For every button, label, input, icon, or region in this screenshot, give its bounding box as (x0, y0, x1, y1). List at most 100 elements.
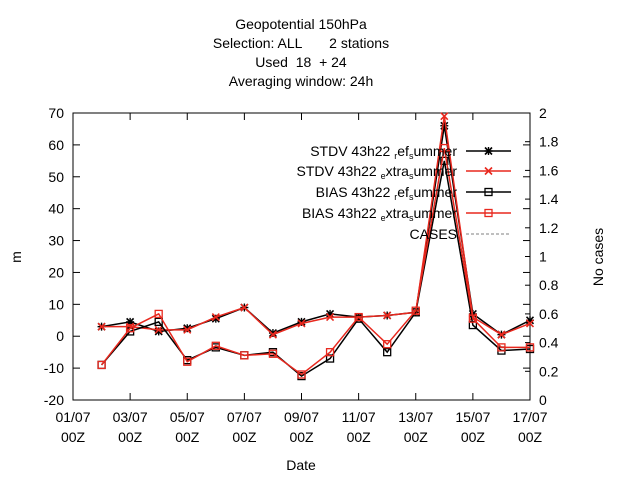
legend-label-part: ummer (413, 163, 457, 179)
y-axis: -20 -10 0 10 20 30 40 50 60 70 (44, 105, 530, 408)
x-tick-label: 13/07 (398, 409, 433, 425)
x-tick-label-time: 00Z (175, 429, 200, 445)
data-point (183, 325, 192, 334)
legend-label-part: xtra (386, 205, 410, 221)
point-marker (211, 341, 220, 350)
data-point (211, 313, 220, 322)
point-marker (154, 317, 163, 327)
data-point (154, 317, 163, 327)
data-point (484, 166, 493, 176)
point-marker (468, 314, 478, 323)
x-axis-label: Date (286, 457, 316, 473)
y-tick-label: 60 (48, 137, 64, 153)
data-point (468, 314, 478, 323)
legend-label-part: r (394, 151, 397, 161)
y-tick-label: 0 (56, 328, 64, 344)
point-marker (525, 319, 535, 328)
legend-label-cases: CASES (410, 226, 457, 242)
x-tick-label-time: 00Z (518, 429, 543, 445)
point-marker (268, 349, 278, 358)
point-marker (383, 340, 392, 349)
data-point (240, 303, 249, 312)
x-tick-label-time: 00Z (61, 429, 86, 445)
data-point (154, 309, 163, 319)
x-tick-label: 09/07 (284, 409, 319, 425)
point-marker (440, 112, 449, 121)
point-marker (525, 343, 535, 352)
x-tick-label: 15/07 (455, 409, 490, 425)
data-point (440, 143, 449, 153)
series-line (100, 147, 530, 376)
data-point (383, 340, 392, 349)
point-marker (240, 351, 249, 360)
legend-label-main: BIAS 43h22 (316, 184, 395, 200)
data-point (97, 322, 106, 331)
y2-tick-label: 0.6 (539, 306, 559, 322)
legend-label: STDV 43h22 refsummer (310, 143, 457, 161)
data-point (383, 311, 392, 320)
x-tick-label: 17/07 (512, 409, 547, 425)
series-line (101, 116, 531, 336)
title-line: Geopotential 150hPa (235, 16, 367, 32)
data-point (97, 360, 106, 370)
data-point (183, 357, 192, 366)
point-marker (484, 166, 493, 176)
y-tick-label: -10 (44, 360, 64, 376)
point-marker (411, 306, 420, 315)
legend-label-part: ummer (413, 184, 457, 200)
data-point (154, 325, 163, 334)
x-tick-label-time: 00Z (404, 429, 429, 445)
x-tick-label-time: 00Z (118, 429, 143, 445)
point-marker (383, 348, 392, 357)
y-tick-label: 40 (48, 201, 64, 217)
legend-label: BIAS 43h22 refsummer (316, 184, 458, 202)
y2-tick-label: 0.2 (539, 363, 559, 379)
legend-label-main: STDV 43h22 (297, 163, 381, 179)
y-tick-label: 70 (48, 105, 64, 121)
data-point (297, 370, 306, 379)
y2-tick-label: 0.8 (539, 277, 559, 293)
legend-entry: BIAS 43h22 extrasummer (302, 205, 511, 223)
legend-label-part: r (394, 192, 397, 202)
point-marker (484, 187, 493, 197)
x-tick-label-time: 00Z (232, 429, 257, 445)
data-point (211, 341, 220, 350)
point-marker (97, 360, 106, 370)
x-tick-label: 07/07 (227, 409, 262, 425)
y2-tick-label: 0.4 (539, 335, 559, 351)
legend-label-part: s (409, 171, 414, 181)
legend-entry: STDV 43h22 extrasummer (297, 163, 511, 181)
y2-tick-label: 1 (539, 249, 547, 265)
x-tick-label: 11/07 (342, 409, 376, 425)
data-point (440, 121, 449, 130)
x-axis: 01/07 00Z 03/07 00Z 05/07 00Z 07/07 00Z 09/07 00Z… (55, 113, 548, 445)
data-point (497, 343, 506, 352)
x-tick-label: 01/07 (55, 409, 90, 425)
data-point (440, 156, 449, 165)
legend-label-part: ummer (413, 143, 457, 159)
point-marker (297, 319, 306, 328)
point-marker (154, 325, 163, 334)
title-line: Averaging window: 24h (229, 73, 374, 89)
point-marker (268, 330, 278, 339)
point-marker (97, 322, 106, 331)
data-point (125, 324, 135, 333)
legend-label: STDV 43h22 extrasummer (297, 163, 458, 181)
data-point (268, 330, 278, 339)
title-line: Selection: ALL 2 stations (213, 35, 389, 51)
data-point (525, 319, 535, 328)
legend-label-part: e (381, 213, 386, 223)
data-point (484, 146, 493, 156)
legend-label-part: e (381, 171, 386, 181)
data-point (354, 312, 363, 322)
series-3 (97, 143, 535, 379)
data-point (525, 343, 535, 352)
legend-label-part: ef (397, 143, 409, 159)
x-tick-label: 05/07 (170, 409, 205, 425)
point-marker (183, 357, 192, 366)
point-marker (297, 370, 306, 379)
legend-entry: STDV 43h22 refsummer (310, 143, 511, 161)
point-marker (354, 312, 363, 322)
point-marker (440, 143, 449, 153)
